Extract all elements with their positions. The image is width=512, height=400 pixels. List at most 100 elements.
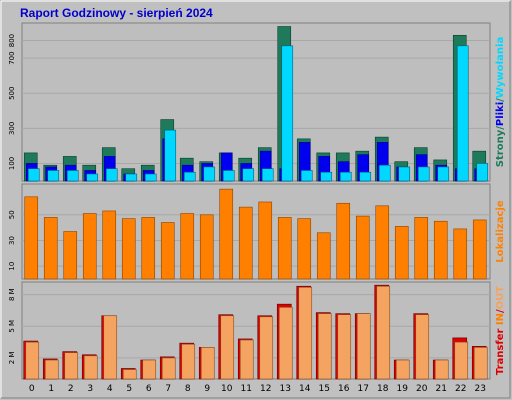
bar-wywolania [281, 45, 294, 182]
y-tick-label: 5 M [8, 320, 16, 333]
bar-transfer-out [317, 313, 332, 380]
legend-entry: / [495, 98, 506, 102]
bar-lokalizacje [238, 206, 253, 280]
y-tick-label: 800 [8, 34, 16, 47]
plot-area [21, 22, 491, 182]
x-tick-label: 21 [436, 384, 447, 394]
legend-entry: / [495, 126, 506, 130]
bar-wywolania [164, 129, 177, 182]
x-tick-label: 14 [299, 384, 311, 394]
bar-lokalizacje [63, 231, 78, 280]
bar-lokalizacje [297, 218, 312, 280]
bar-transfer-out [473, 347, 488, 380]
legend-entry: Wywołania [495, 37, 506, 98]
bar-wywolania [125, 173, 138, 182]
bar-wywolania [144, 173, 157, 182]
transfer-panel: 2 M 5 M 8 M Transfer IN/OUT [8, 281, 506, 380]
bar-transfer-out [454, 341, 469, 380]
x-tick-label: 8 [185, 384, 191, 394]
x-tick-label: 0 [29, 384, 35, 394]
x-tick-label: 5 [126, 384, 132, 394]
x-tick-label: 18 [377, 384, 389, 394]
bar-wywolania [242, 168, 255, 182]
legend-entry: Strony [495, 129, 506, 167]
x-tick-label: 23 [475, 384, 486, 394]
x-tick-label: 13 [280, 384, 291, 394]
bar-wywolania [66, 170, 79, 182]
bar-wywolania [378, 164, 391, 182]
bar-transfer-out [337, 314, 352, 380]
legend: Lokalizacje [495, 200, 506, 262]
x-tick-label: 12 [260, 384, 271, 394]
bar-wywolania [183, 171, 196, 182]
y-tick-label: 500 [8, 87, 16, 100]
bar-wywolania [359, 171, 372, 182]
legend-entry: Lokalizacje [495, 200, 506, 262]
bar-lokalizacje [160, 222, 175, 280]
bar-wywolania [456, 45, 469, 182]
bar-lokalizacje [219, 188, 234, 280]
bar-wywolania [105, 168, 118, 182]
bar-wywolania [437, 166, 450, 182]
y-tick-label: 100 [8, 157, 16, 170]
bar-transfer-out [395, 359, 410, 380]
bar-transfer-out [44, 359, 59, 380]
locations-panel: 10 30 50 Lokalizacje [8, 183, 506, 280]
bar-wywolania [222, 170, 235, 182]
chart-title: Raport Godzinowy - sierpień 2024 [20, 6, 213, 20]
bar-transfer-out [356, 313, 371, 380]
bar-lokalizacje [102, 210, 117, 280]
legend-entry: Pliki [495, 102, 506, 126]
x-tick-label: 15 [319, 384, 330, 394]
bar-lokalizacje [24, 196, 39, 280]
bar-wywolania [47, 170, 60, 182]
y-tick-label: 300 [8, 122, 16, 135]
bar-lokalizacje [316, 232, 331, 280]
x-tick-label: 10 [221, 384, 233, 394]
bar-lokalizacje [472, 219, 487, 280]
bar-transfer-out [220, 315, 235, 380]
x-tick-label: 2 [68, 384, 74, 394]
bar-lokalizacje [394, 226, 409, 280]
x-tick-label: 9 [204, 384, 210, 394]
bar-lokalizacje [199, 214, 214, 280]
bar-lokalizacje [433, 220, 448, 280]
bar-transfer-out [376, 285, 391, 380]
plot-area [21, 183, 491, 280]
x-tick-label: 6 [146, 384, 152, 394]
bar-lokalizacje [180, 213, 195, 280]
panels: 100300500700800Strony/Pliki/Wywołania103… [8, 22, 506, 394]
x-tick-label: 7 [165, 384, 171, 394]
x-tick-label: 19 [397, 384, 409, 394]
bar-transfer-out [161, 357, 176, 380]
x-tick-label: 22 [455, 384, 466, 394]
bar-transfer-out [278, 307, 293, 380]
x-tick-label: 20 [416, 384, 428, 394]
legend-entry: / [495, 309, 506, 313]
legend-entry: IN [495, 313, 506, 325]
bar-wywolania [417, 166, 430, 182]
bar-lokalizacje [336, 202, 351, 280]
bar-lokalizacje [121, 218, 136, 280]
bar-lokalizacje [258, 201, 273, 280]
bar-transfer-out [200, 347, 215, 380]
bar-lokalizacje [355, 215, 370, 280]
bar-transfer-out [415, 314, 430, 380]
bar-lokalizacje [375, 205, 390, 280]
bar-transfer-out [64, 352, 79, 380]
bar-transfer-out [25, 341, 40, 380]
x-tick-label: 11 [241, 384, 252, 394]
bar-wywolania [476, 163, 489, 182]
bar-lokalizacje [141, 217, 156, 280]
y-tick-label: 2 M [8, 352, 16, 365]
bar-transfer-out [142, 359, 157, 380]
y-tick-label: 8 M [8, 288, 16, 301]
bar-lokalizacje [453, 228, 468, 280]
x-tick-label: 16 [338, 384, 350, 394]
bar-wywolania [320, 171, 333, 182]
y-tick-label: 50 [8, 210, 16, 219]
x-tick-label: 17 [358, 384, 369, 394]
bar-transfer-out [83, 355, 98, 380]
x-tick-label: 4 [107, 384, 113, 394]
